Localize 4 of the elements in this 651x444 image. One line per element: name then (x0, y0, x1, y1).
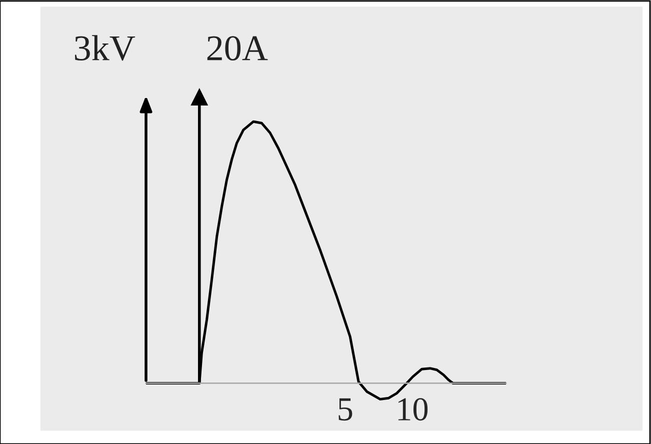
x-tick-label: 10 (398, 398, 428, 421)
y-axis-title: 3kV (74, 35, 136, 61)
ref-line-label: 20A (207, 36, 268, 60)
x-tick-label: 5 (338, 398, 352, 421)
